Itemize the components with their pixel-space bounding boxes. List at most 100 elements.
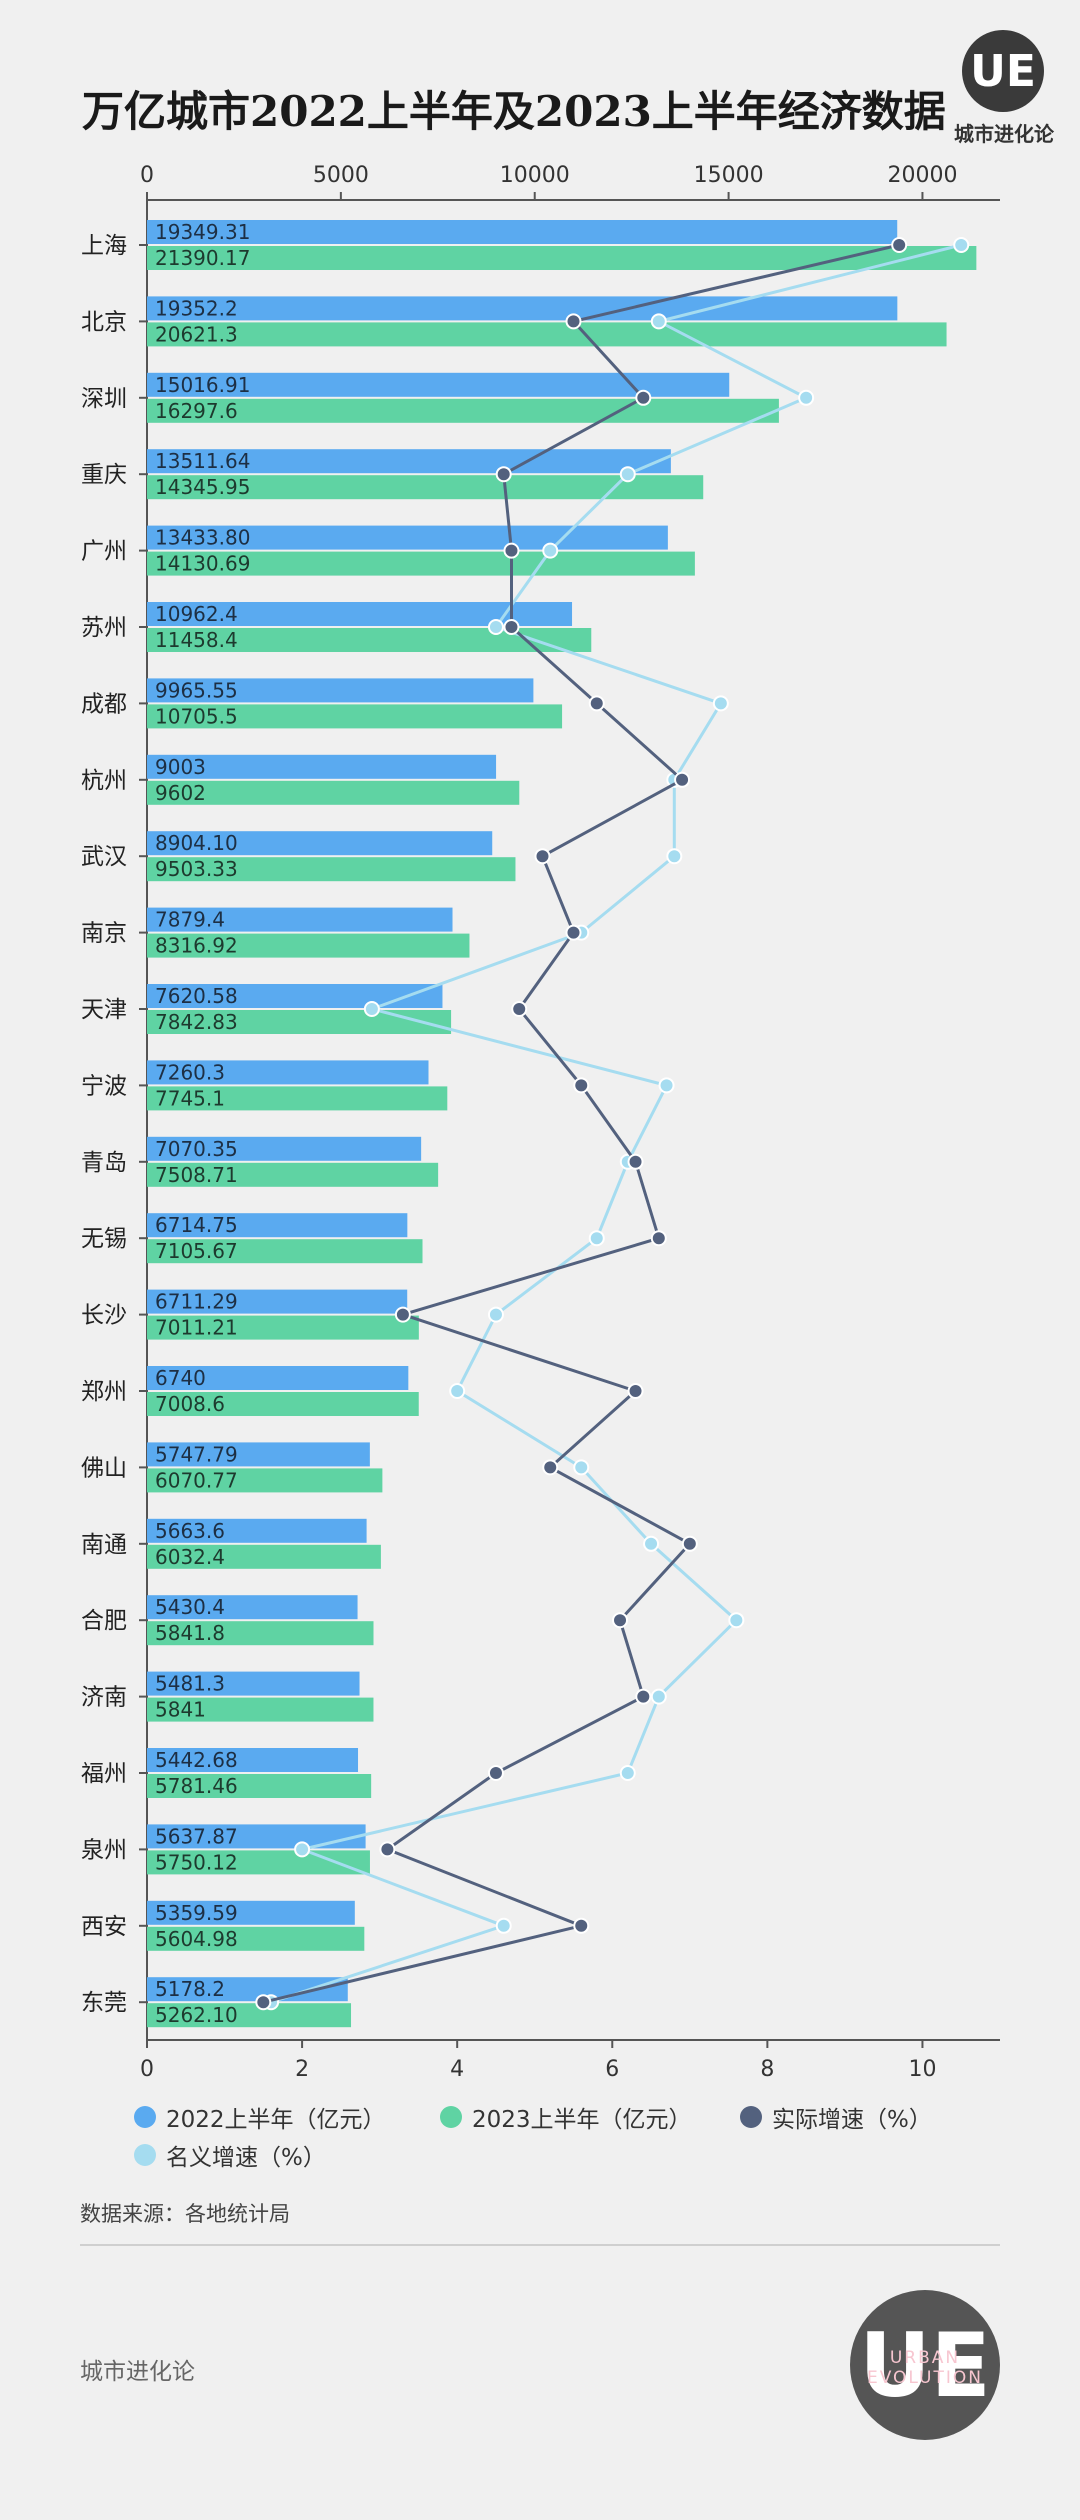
category-label: 青岛: [81, 1150, 127, 1176]
real-growth-point: [503, 619, 520, 635]
legend-item-2023: 2023上半年（亿元）: [440, 2100, 692, 2134]
nominal-growth-point: [573, 1459, 590, 1476]
nominal-growth-point: [449, 1383, 466, 1399]
real-growth-point: [891, 237, 908, 253]
bar-2022-label: 6714.75: [155, 1213, 238, 1237]
bar-2022-label: 9003: [155, 755, 206, 779]
category-label: 杭州: [81, 768, 127, 794]
category-label: 南京: [81, 921, 127, 947]
bar-2023-label: 5781.46: [155, 1774, 238, 1798]
bar-2023: [147, 704, 563, 729]
bar-2022-label: 13511.64: [155, 449, 250, 473]
bar-2023: [147, 1392, 419, 1416]
legend-item-2022: 2022上半年（亿元）: [134, 2100, 386, 2134]
bar-2023-label: 6032.4: [155, 1545, 225, 1569]
bottom-tick-label: 4: [450, 2057, 464, 2082]
bar-2023-label: 7745.1: [155, 1086, 225, 1110]
bar-2022: [147, 984, 443, 1008]
bar-2023-label: 7008.6: [155, 1392, 225, 1416]
bottom-tick-label: 10: [908, 2057, 936, 2082]
bar-2022-label: 6711.29: [155, 1290, 238, 1314]
real-growth-point: [635, 389, 652, 406]
chart-title: 万亿城市2022上半年及2023上半年经济数据: [82, 87, 946, 136]
bar-2022: [147, 220, 898, 244]
bar-2022: [147, 1671, 360, 1696]
bar-2023-label: 6070.77: [155, 1468, 238, 1492]
nominal-growth-point: [650, 1688, 667, 1705]
bar-2023: [147, 933, 470, 958]
bar-2022-label: 5359.59: [155, 1901, 238, 1925]
category-label: 上海: [81, 233, 127, 259]
bar-2022: [147, 678, 534, 703]
bar-2022: [147, 1060, 429, 1085]
top-tick-label: 15000: [694, 163, 764, 188]
bar-2023: [147, 2003, 352, 2028]
bar-2023-label: 7508.71: [155, 1163, 238, 1187]
real-growth-point: [573, 1077, 590, 1094]
real-growth-point: [573, 1917, 590, 1934]
bar-2023-label: 5604.98: [155, 1927, 238, 1951]
category-label: 深圳: [81, 386, 127, 412]
real-growth-point: [379, 1841, 396, 1858]
bar-2023: [147, 475, 704, 500]
legend-swatch-2022: [134, 2106, 156, 2128]
bar-2023: [147, 246, 977, 270]
legend-item-nominal-growth: 名义增速（%）: [134, 2138, 326, 2172]
real-growth-point: [487, 1765, 504, 1781]
bar-2022-label: 9965.55: [155, 678, 238, 702]
bar-2023-label: 10705.5: [155, 704, 238, 728]
legend-label-2022: 2022上半年（亿元）: [166, 2107, 386, 2133]
category-label: 佛山: [81, 1455, 127, 1481]
bar-2023-label: 14345.95: [155, 475, 250, 499]
bar-2023: [147, 1774, 372, 1798]
top-tick-label: 20000: [887, 163, 957, 188]
bar-2023-label: 8316.92: [155, 934, 238, 958]
bar-2022: [147, 1748, 359, 1772]
footer-logo: UE URBAN EVOLUTION: [850, 2290, 1000, 2460]
bar-2022-label: 5442.68: [155, 1748, 238, 1772]
real-growth-point: [681, 1535, 698, 1552]
legend-label-2023: 2023上半年（亿元）: [472, 2107, 692, 2133]
nominal-growth-point: [643, 1535, 660, 1552]
bottom-tick-label: 0: [140, 2057, 154, 2082]
nominal-growth-point: [666, 848, 683, 865]
bottom-tick-label: 6: [605, 2057, 619, 2082]
bar-2022-label: 15016.91: [155, 373, 250, 397]
ue-logo-icon: UE: [850, 2290, 1000, 2440]
bar-2023: [147, 1926, 365, 1951]
real-growth-point: [588, 695, 605, 712]
nominal-growth-point: [712, 695, 729, 712]
bar-2023: [147, 1086, 448, 1111]
bar-2022-label: 7620.58: [155, 984, 238, 1008]
nominal-growth-point: [363, 1001, 380, 1017]
nominal-growth-point: [294, 1841, 311, 1858]
bar-2022-label: 7260.3: [155, 1060, 225, 1084]
bar-2022-label: 19352.2: [155, 296, 238, 320]
bar-line-chart: 0 5000 10000 15000 20000 0 2 4 6 8 10 上海 19349.31213…: [81, 163, 1000, 2082]
category-label: 福州: [81, 1761, 127, 1787]
top-tick-label: 0: [140, 163, 154, 188]
real-growth-point: [627, 1153, 644, 1170]
real-growth-point: [635, 1688, 652, 1705]
category-label: 南通: [81, 1532, 127, 1558]
bar-2023-label: 14130.69: [155, 552, 250, 576]
real-growth-point: [542, 1459, 559, 1476]
bar-2022: [147, 1213, 408, 1238]
bar-2022-label: 5178.2: [155, 1977, 225, 2001]
legend-swatch-nominal-growth: [134, 2144, 156, 2166]
nominal-growth-point: [650, 313, 667, 330]
real-growth-point: [511, 1001, 528, 1017]
bar-2023-label: 7011.21: [155, 1316, 238, 1340]
top-tick-label: 10000: [500, 163, 570, 188]
category-label: 天津: [81, 997, 127, 1023]
bar-2023-label: 11458.4: [155, 628, 238, 652]
bar-2023-label: 5841: [155, 1698, 206, 1722]
bar-2023-label: 5841.8: [155, 1621, 225, 1645]
bar-2022-label: 10962.4: [155, 602, 238, 626]
bar-2022: [147, 907, 453, 932]
category-label: 重庆: [81, 462, 127, 488]
bar-2023: [147, 398, 779, 423]
bar-2022: [147, 296, 898, 321]
bar-2023: [147, 322, 947, 347]
bar-2022: [147, 754, 497, 779]
